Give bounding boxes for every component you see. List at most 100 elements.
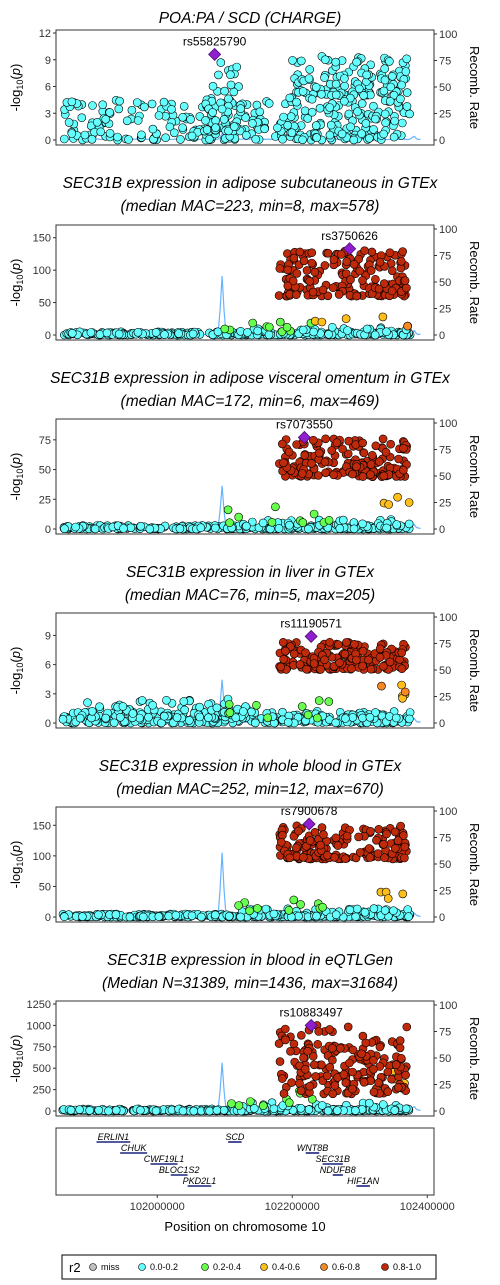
snp-point: [369, 904, 379, 913]
snp-point: [248, 517, 257, 527]
snp-point: [369, 125, 378, 134]
y2-tick-label: 0: [439, 912, 445, 924]
panel-subtitle: (median MAC=172, min=6, max=469): [121, 393, 380, 410]
y2-tick-label: 50: [439, 82, 451, 94]
snp-point: [95, 330, 105, 339]
lead-snp-label: rs10883497: [279, 1005, 343, 1019]
snp-point: [140, 102, 149, 112]
snp-point: [187, 131, 197, 141]
snp-point: [377, 681, 386, 691]
snp-point: [378, 312, 388, 322]
y-tick-label: 50: [39, 465, 51, 477]
snp-point: [113, 132, 122, 142]
lead-snp-marker: [343, 242, 357, 256]
snp-point: [96, 127, 105, 137]
y-tick-label: 1250: [27, 999, 51, 1011]
snp-point: [300, 1064, 310, 1074]
snp-point: [385, 57, 394, 66]
legend-swatch: [89, 1263, 97, 1271]
snp-point: [234, 512, 243, 522]
snp-point: [385, 657, 395, 667]
y-tick-label: 50: [39, 298, 51, 310]
snp-point: [391, 1060, 401, 1069]
snp-point: [342, 257, 352, 266]
snp-point: [67, 97, 77, 107]
snp-point: [380, 853, 389, 863]
snp-point: [399, 831, 408, 840]
snp-point: [60, 134, 69, 144]
y-tick-label: 250: [33, 1085, 51, 1097]
snp-point: [397, 664, 407, 674]
snp-point: [309, 1060, 319, 1070]
snp-point: [205, 134, 214, 144]
snp-point: [286, 112, 296, 121]
snp-point: [239, 707, 248, 716]
snp-point: [404, 519, 414, 529]
snp-point: [358, 713, 367, 723]
legend-title: r2: [69, 1260, 81, 1275]
snp-point: [360, 246, 369, 255]
y2-tick-label: 25: [439, 498, 451, 510]
y2-tick-label: 100: [439, 224, 457, 236]
snp-point: [365, 853, 375, 862]
snp-point: [284, 905, 294, 915]
snp-point: [383, 1087, 393, 1096]
snp-point: [399, 443, 408, 453]
snp-point: [355, 848, 365, 857]
snp-point: [316, 840, 325, 850]
snp-point: [60, 524, 69, 534]
snp-point: [283, 281, 293, 291]
gene-label: NDUFB8: [320, 1165, 356, 1175]
snp-point: [359, 448, 369, 458]
snp-point: [151, 1106, 161, 1116]
snp-point: [280, 1024, 290, 1034]
snp-point: [251, 718, 260, 728]
snp-point: [401, 67, 411, 76]
snp-point: [195, 702, 204, 712]
y2-tick-label: 25: [439, 1080, 451, 1092]
y2-tick-label: 100: [439, 29, 457, 41]
snp-point: [234, 1101, 244, 1110]
snp-point: [125, 912, 135, 922]
snp-point: [296, 1031, 306, 1040]
snp-point: [279, 1089, 289, 1098]
snp-point: [351, 655, 361, 665]
snp-point: [337, 129, 347, 139]
snp-point: [101, 713, 110, 723]
legend: r2 miss 0.0-0.2 0.2-0.4 0.4-0.6 0.6-0.8 0.8-1.…: [61, 1254, 437, 1280]
snp-point: [389, 906, 398, 916]
snp-point: [317, 317, 327, 327]
snp-point: [216, 58, 226, 67]
panel-title: SEC31B expression in blood in eQTLGen: [107, 952, 393, 969]
snp-point: [71, 522, 80, 532]
regional-plot-3: SEC31B expression in adipose visceral om…: [8, 370, 482, 536]
y-axis-label: -log10(p): [8, 453, 25, 501]
y2-axis-label: Recomb. Rate: [467, 46, 482, 129]
legend-label: 0.2-0.4: [213, 1262, 241, 1272]
snp-point: [320, 55, 330, 65]
snp-point: [202, 125, 212, 134]
snp-point: [318, 285, 328, 295]
snp-point: [393, 492, 402, 502]
snp-point: [399, 465, 408, 475]
snp-point: [335, 1044, 345, 1053]
snp-point: [404, 498, 414, 507]
snp-point: [379, 86, 389, 96]
snp-point: [325, 103, 335, 112]
snp-point: [295, 660, 305, 669]
y2-tick-label: 50: [439, 859, 451, 871]
snp-point: [353, 107, 362, 116]
y-tick-label: 0: [45, 1106, 51, 1118]
snp-point: [285, 520, 294, 530]
snp-point: [355, 266, 365, 276]
legend-swatch: [381, 1263, 389, 1271]
snp-point: [369, 1056, 378, 1065]
snp-point: [374, 824, 384, 834]
snp-point: [396, 94, 405, 104]
snp-point: [375, 257, 385, 267]
snp-point: [320, 655, 329, 665]
snp-point: [341, 314, 351, 324]
snp-point: [371, 441, 381, 451]
snp-point: [397, 118, 407, 128]
snp-point: [398, 889, 408, 899]
